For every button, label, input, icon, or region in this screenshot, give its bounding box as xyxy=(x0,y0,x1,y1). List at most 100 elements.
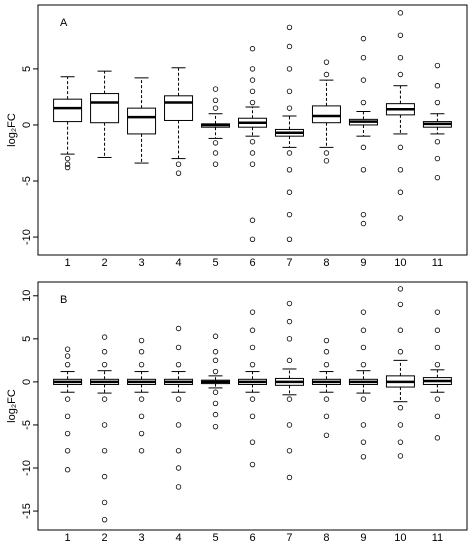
outlier xyxy=(360,144,367,151)
x-tick-label: 11 xyxy=(432,257,443,269)
x-tick-label: 10 xyxy=(394,532,406,544)
outlier xyxy=(212,105,219,111)
x-tick-label: 6 xyxy=(249,257,255,269)
outlier xyxy=(434,155,441,162)
outlier xyxy=(249,439,256,445)
outlier xyxy=(138,349,145,355)
y-tick-label: 5 xyxy=(21,336,33,342)
outlier xyxy=(212,161,219,167)
outlier xyxy=(286,300,293,307)
outlier xyxy=(138,361,145,368)
x-tick-label: 5 xyxy=(212,257,218,269)
outlier xyxy=(286,474,293,481)
outlier xyxy=(64,346,71,352)
outlier xyxy=(286,167,293,173)
outlier xyxy=(397,167,404,173)
outlier xyxy=(212,97,219,103)
x-tick-label: 9 xyxy=(360,532,366,544)
outlier xyxy=(175,396,182,402)
outlier xyxy=(360,361,367,368)
outlier xyxy=(64,164,71,171)
outlier xyxy=(286,211,293,218)
outlier xyxy=(434,361,441,368)
outlier xyxy=(175,361,182,368)
outlier xyxy=(212,333,219,339)
outlier xyxy=(286,88,293,95)
outlier xyxy=(138,413,145,420)
outlier xyxy=(249,161,256,167)
outlier xyxy=(323,158,330,164)
y-tick-label: 0 xyxy=(21,379,33,385)
outlier xyxy=(175,344,182,351)
outlier xyxy=(397,10,404,16)
x-tick-label: 1 xyxy=(65,532,71,544)
outlier xyxy=(286,43,293,50)
outlier xyxy=(397,286,404,292)
outlier xyxy=(286,357,293,364)
x-tick-label: 7 xyxy=(286,257,292,269)
outlier xyxy=(286,236,293,243)
outlier xyxy=(101,422,108,428)
outlier xyxy=(101,499,108,506)
outlier xyxy=(434,83,441,89)
outlier xyxy=(212,86,219,92)
x-tick-label: 8 xyxy=(323,257,329,269)
outlier xyxy=(64,430,71,437)
x-tick-label: 8 xyxy=(323,532,329,544)
outlier xyxy=(360,454,367,460)
outlier xyxy=(360,439,367,445)
outlier xyxy=(434,413,441,420)
outlier xyxy=(212,423,219,430)
x-tick-label: 11 xyxy=(432,532,443,544)
outlier xyxy=(397,327,404,333)
outlier xyxy=(360,220,367,227)
outlier xyxy=(286,396,293,402)
outlier xyxy=(175,484,182,490)
outlier xyxy=(360,396,367,402)
outlier xyxy=(286,150,293,156)
outlier xyxy=(397,144,404,151)
y-axis-label: log₂FC xyxy=(6,389,18,423)
outlier xyxy=(360,77,367,83)
outlier xyxy=(101,349,108,355)
outlier xyxy=(397,453,404,459)
outlier xyxy=(323,59,330,65)
outlier xyxy=(360,54,367,61)
y-tick-label: -15 xyxy=(21,503,33,519)
x-tick-label: 4 xyxy=(175,532,181,544)
outlier xyxy=(64,448,71,454)
outlier xyxy=(249,46,256,52)
outlier xyxy=(323,150,330,156)
outlier xyxy=(434,435,441,441)
outlier xyxy=(101,473,108,480)
y-tick-label: 0 xyxy=(21,122,33,128)
outlier xyxy=(249,77,256,83)
outlier xyxy=(286,66,293,72)
outlier xyxy=(286,24,293,31)
outlier xyxy=(249,396,256,402)
outlier xyxy=(64,353,71,359)
outlier xyxy=(434,174,441,181)
y-tick-label: -10 xyxy=(21,229,33,245)
outlier xyxy=(249,309,256,315)
outlier xyxy=(360,309,367,315)
outlier xyxy=(212,150,219,156)
x-tick-label: 3 xyxy=(138,532,144,544)
x-tick-label: 5 xyxy=(212,532,218,544)
outlier xyxy=(286,448,293,454)
outlier xyxy=(434,62,441,69)
outlier xyxy=(212,140,219,146)
outlier xyxy=(360,35,367,42)
outlier xyxy=(286,336,293,342)
outlier xyxy=(64,361,71,368)
outlier xyxy=(360,99,367,106)
x-tick-label: 2 xyxy=(102,532,108,544)
outlier xyxy=(212,349,219,355)
outlier xyxy=(249,217,256,223)
outlier xyxy=(286,189,293,195)
outlier xyxy=(360,167,367,173)
outlier xyxy=(249,327,256,333)
y-tick-label: -10 xyxy=(21,460,33,476)
outlier xyxy=(249,236,256,243)
